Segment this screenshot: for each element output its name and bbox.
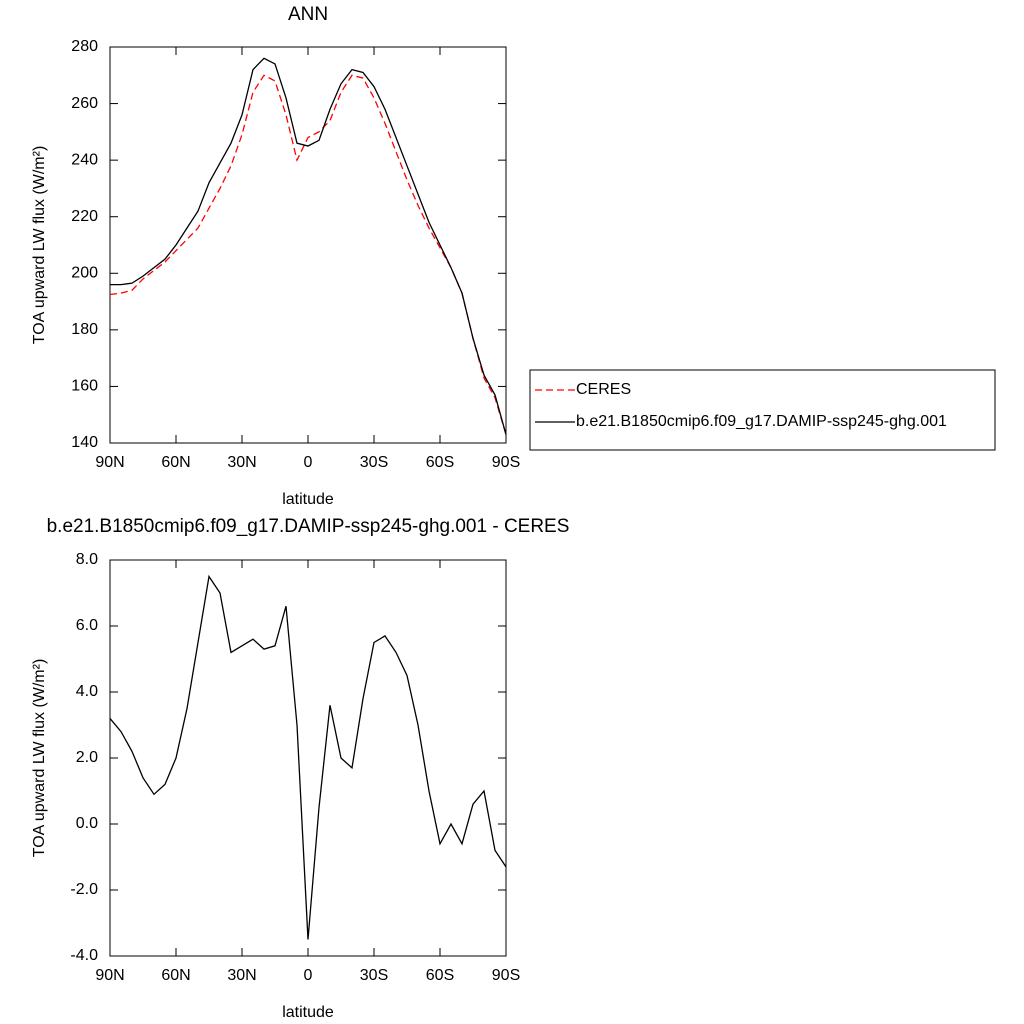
y-axis-label: TOA upward LW flux (W/m²) <box>31 146 48 345</box>
legend-label: b.e21.B1850cmip6.f09_g17.DAMIP-ssp245-gh… <box>576 413 947 430</box>
x-tick-label: 90N <box>95 454 124 471</box>
y-tick-label: 180 <box>71 321 98 338</box>
x-tick-label: 0 <box>304 967 313 984</box>
x-tick-label: 60N <box>161 967 190 984</box>
data-line <box>110 57 507 435</box>
y-tick-label: 220 <box>71 208 98 225</box>
y-axis-label: TOA upward LW flux (W/m²) <box>31 659 48 858</box>
x-axis-label: latitude <box>282 491 334 508</box>
data-line <box>109 74 507 435</box>
x-tick-label: 90N <box>95 967 124 984</box>
plot-frame <box>109 559 507 957</box>
y-tick-label: 240 <box>71 151 98 168</box>
x-tick-label: 60S <box>426 967 454 984</box>
chart-title: b.e21.B1850cmip6.f09_g17.DAMIP-ssp245-gh… <box>47 516 570 537</box>
x-tick-label: 30N <box>227 454 256 471</box>
x-tick-label: 60S <box>426 454 454 471</box>
y-tick-label: 140 <box>71 434 98 451</box>
y-tick-label: 280 <box>71 38 98 55</box>
plot-frame <box>109 46 507 444</box>
x-tick-label: 0 <box>304 454 313 471</box>
y-tick-label: 4.0 <box>76 683 98 700</box>
legend-label: CERES <box>576 381 631 398</box>
x-tick-label: 60N <box>161 454 190 471</box>
x-tick-label: 30S <box>360 967 388 984</box>
data-line <box>109 574 507 940</box>
y-tick-label: -2.0 <box>70 881 98 898</box>
x-axis-label: latitude <box>282 1004 334 1021</box>
chart-title: ANN <box>288 4 328 25</box>
y-tick-label: 6.0 <box>76 617 98 634</box>
y-tick-label: 2.0 <box>76 749 98 766</box>
x-tick-label: 30N <box>227 967 256 984</box>
x-tick-label: 30S <box>360 454 388 471</box>
y-tick-label: 8.0 <box>76 551 98 568</box>
y-tick-label: 200 <box>71 265 98 282</box>
y-tick-label: 0.0 <box>76 815 98 832</box>
x-tick-label: 90S <box>492 967 520 984</box>
y-tick-label: -4.0 <box>70 947 98 964</box>
y-tick-label: 260 <box>71 95 98 112</box>
legend-box <box>529 369 996 451</box>
y-tick-label: 160 <box>71 378 98 395</box>
x-tick-label: 90S <box>492 454 520 471</box>
